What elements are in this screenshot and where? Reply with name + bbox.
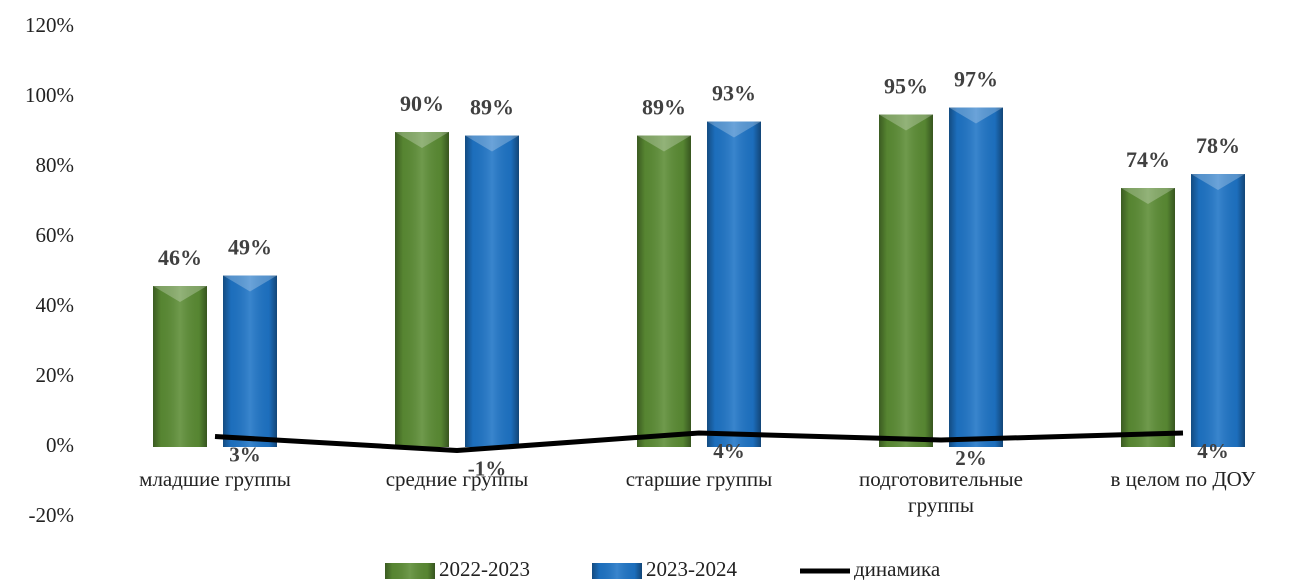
value-label: 93% bbox=[712, 81, 756, 106]
line-label: 2% bbox=[955, 446, 987, 470]
x-tick-label: в целом по ДОУ bbox=[1110, 467, 1256, 491]
value-label: 97% bbox=[954, 67, 998, 92]
value-label: 90% bbox=[400, 91, 444, 116]
bar-shade bbox=[949, 107, 1003, 447]
bar-bevel bbox=[465, 135, 519, 152]
value-label: 78% bbox=[1196, 133, 1240, 158]
value-label: 46% bbox=[158, 245, 202, 270]
x-tick-label: младшие группы bbox=[139, 467, 291, 491]
value-label: 95% bbox=[884, 74, 928, 99]
bar-bevel bbox=[707, 121, 761, 138]
bar-shade bbox=[879, 114, 933, 447]
bar-bevel bbox=[1121, 188, 1175, 204]
y-tick-label: 120% bbox=[25, 13, 74, 37]
legend-shade bbox=[592, 563, 642, 579]
bar-shade bbox=[1191, 174, 1245, 447]
value-label: 89% bbox=[470, 95, 514, 120]
legend-shade bbox=[385, 563, 435, 579]
bar-bevel bbox=[395, 132, 449, 148]
bar-bevel bbox=[879, 114, 933, 131]
x-tick-label: подготовительные группы bbox=[859, 467, 1023, 517]
line-label: 4% bbox=[713, 439, 745, 463]
line bbox=[214, 430, 1184, 454]
line-label: -1% bbox=[468, 456, 507, 480]
x-tick-label: средние группы bbox=[385, 467, 529, 491]
bar-shade bbox=[707, 121, 761, 447]
y-tick-label: 60% bbox=[36, 223, 75, 247]
bar-bevel bbox=[949, 107, 1003, 124]
legend-label: динамика bbox=[854, 557, 941, 581]
bar-shade bbox=[223, 275, 277, 447]
line-label: 3% bbox=[229, 442, 261, 466]
bar-shade bbox=[637, 135, 691, 447]
line-label: 4% bbox=[1197, 439, 1229, 463]
y-tick-label: 80% bbox=[36, 153, 75, 177]
value-label: 49% bbox=[228, 235, 272, 260]
bar-shade bbox=[1121, 188, 1175, 447]
bar-shade bbox=[395, 132, 449, 447]
x-tick-label: старшие группы bbox=[625, 467, 773, 491]
legend-label: 2023-2024 bbox=[646, 557, 737, 581]
bar-shade bbox=[153, 286, 207, 447]
value-label: 89% bbox=[642, 95, 686, 120]
bar-bevel bbox=[153, 286, 207, 302]
bar-bevel bbox=[1191, 174, 1245, 190]
bar-bevel bbox=[637, 135, 691, 152]
bar-shade bbox=[465, 135, 519, 447]
legend-label: 2022-2023 bbox=[439, 557, 530, 581]
y-tick-label: 40% bbox=[36, 293, 75, 317]
y-tick-label: 100% bbox=[25, 83, 74, 107]
value-label: 74% bbox=[1126, 147, 1170, 172]
y-tick-label: 20% bbox=[36, 363, 75, 387]
y-tick-label: 0% bbox=[46, 433, 74, 457]
y-tick-label: -20% bbox=[29, 503, 75, 527]
bar-bevel bbox=[223, 275, 277, 292]
